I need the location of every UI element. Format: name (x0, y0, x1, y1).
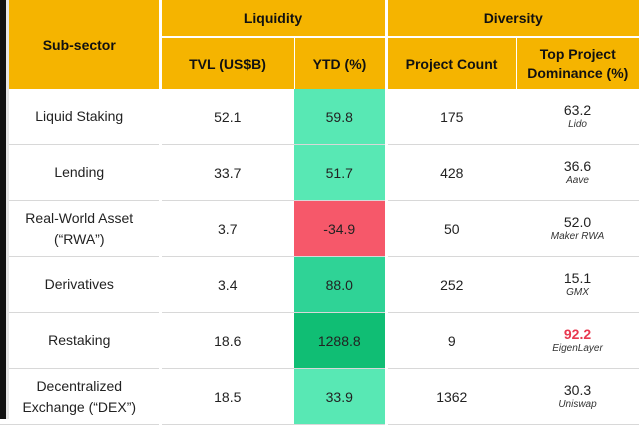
dominance-cell: 30.3 Uniswap (516, 368, 639, 425)
dominance-value: 15.1 (563, 270, 592, 287)
table-row: Lending 33.7 51.7 428 36.6 Aave (0, 144, 639, 201)
subsector-cell: Real-World Asset (“RWA”) (0, 200, 162, 257)
top-project-name: Aave (566, 174, 589, 186)
tvl-cell: 3.7 (160, 200, 294, 257)
ytd-column-header: YTD (%) (294, 36, 388, 89)
table-header: Sub-sector Liquidity Diversity TVL (US$B… (0, 0, 639, 89)
ytd-value: 51.7 (325, 164, 353, 181)
dominance-cell: 92.2 EigenLayer (516, 312, 639, 369)
subsector-name: Derivatives (44, 276, 114, 292)
dominance-value: 92.2 (563, 326, 592, 343)
dominance-header-line2: Dominance (%) (527, 64, 629, 81)
table-row: Liquid Staking 52.1 59.8 175 63.2 Lido (0, 89, 639, 145)
subsector-column-header: Sub-sector (0, 0, 162, 89)
table-row: Restaking 18.6 1288.8 9 92.2 EigenLayer (0, 312, 639, 369)
tvl-cell: 18.6 (160, 312, 294, 369)
top-project-name: Maker RWA (550, 230, 605, 242)
project-count-cell: 252 (386, 256, 517, 313)
top-project-name: Lido (568, 118, 587, 130)
subsector-name: Restaking (48, 332, 111, 348)
tvl-cell: 3.4 (160, 256, 294, 313)
dominance-cell: 63.2 Lido (516, 89, 639, 145)
subsector-name-line2: (“RWA”) (53, 230, 105, 247)
project-count-cell: 428 (386, 144, 517, 201)
subsector-name: Liquid Staking (35, 108, 124, 124)
dominance-cell: 52.0 Maker RWA (516, 200, 639, 257)
tvl-cell: 52.1 (160, 89, 294, 145)
header-column-row: TVL (US$B) YTD (%) Project Count Top Pro… (0, 36, 639, 89)
project-count-column-header: Project Count (386, 36, 517, 89)
liquidity-group-header: Liquidity (160, 0, 388, 37)
ytd-cell: -34.9 (294, 200, 388, 257)
top-project-name: Uniswap (558, 398, 597, 410)
project-count-cell: 175 (386, 89, 517, 145)
ytd-value: 1288.8 (317, 332, 361, 349)
ytd-cell: 88.0 (294, 256, 388, 313)
project-count-cell: 1362 (386, 368, 517, 425)
subsector-name: Lending (54, 164, 105, 180)
subsector-cell: Derivatives (0, 256, 162, 313)
left-edge-bar (0, 0, 6, 419)
top-project-name: GMX (566, 286, 589, 298)
dominance-value: 30.3 (563, 382, 592, 399)
left-edge-shade (6, 0, 9, 419)
table-body: Liquid Staking 52.1 59.8 175 63.2 Lido Lending… (0, 89, 639, 425)
dominance-value: 52.0 (563, 214, 592, 231)
tvl-cell: 18.5 (160, 368, 294, 425)
subsector-name: Decentralized (36, 377, 123, 394)
subsector-cell: Restaking (0, 312, 162, 369)
subsector-name-line2: Exchange (“DEX”) (22, 398, 137, 415)
ytd-value: 33.9 (325, 388, 353, 405)
tvl-cell: 33.7 (160, 144, 294, 201)
table-row: Real-World Asset (“RWA”) 3.7 -34.9 50 52.0 Mak… (0, 200, 639, 257)
table-row: Decentralized Exchange (“DEX”) 18.5 33.9 136… (0, 368, 639, 425)
ytd-cell: 59.8 (294, 89, 388, 145)
ytd-value: 88.0 (325, 276, 353, 293)
top-project-name: EigenLayer (552, 342, 603, 354)
ytd-cell: 1288.8 (294, 312, 388, 369)
header-group-row: Sub-sector Liquidity Diversity (0, 0, 639, 89)
dominance-column-header: Top Project Dominance (%) (516, 36, 639, 89)
ytd-value: -34.9 (323, 220, 356, 237)
dominance-cell: 36.6 Aave (516, 144, 639, 201)
tvl-column-header: TVL (US$B) (160, 36, 295, 89)
subsector-cell: Liquid Staking (0, 89, 162, 145)
project-count-cell: 50 (386, 200, 517, 257)
dominance-value: 36.6 (563, 158, 592, 175)
subsector-cell: Lending (0, 144, 162, 201)
dominance-header-line1: Top Project (539, 45, 616, 62)
subsector-name: Real-World Asset (25, 209, 134, 226)
ytd-cell: 33.9 (294, 368, 388, 425)
table-row: Derivatives 3.4 88.0 252 15.1 GMX (0, 256, 639, 313)
ytd-value: 59.8 (325, 108, 353, 125)
subsector-cell: Decentralized Exchange (“DEX”) (0, 368, 162, 425)
dominance-value: 63.2 (563, 102, 592, 119)
dominance-cell: 15.1 GMX (516, 256, 639, 313)
diversity-group-header: Diversity (386, 0, 639, 37)
project-count-cell: 9 (386, 312, 517, 369)
ytd-cell: 51.7 (294, 144, 388, 201)
